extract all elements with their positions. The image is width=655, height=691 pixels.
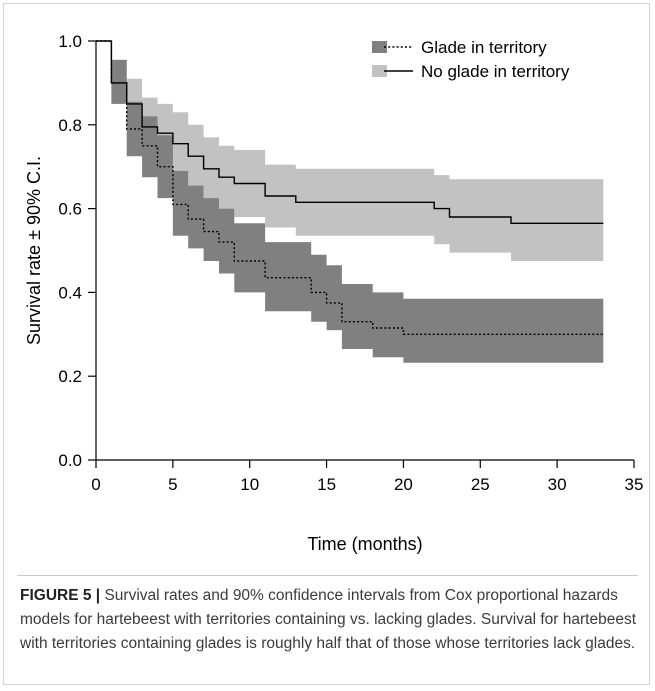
y-axis-label: Survival rate ± 90% C.I. <box>24 156 44 345</box>
legend-swatch-glade <box>372 41 387 53</box>
legend-swatch-no-glade <box>372 65 387 77</box>
legend: Glade in territory No glade in territory <box>372 38 570 81</box>
y-tick-label: 0.8 <box>58 116 82 135</box>
x-axis-label: Time (months) <box>307 534 422 554</box>
y-tick-label: 0.6 <box>58 200 82 219</box>
x-tick-label: 5 <box>168 475 177 494</box>
x-tick-label: 15 <box>317 475 336 494</box>
survival-lines <box>96 40 604 335</box>
x-tick-label: 20 <box>394 475 413 494</box>
x-tick-label: 35 <box>625 475 644 494</box>
figure-label: FIGURE 5 | <box>20 587 101 604</box>
axes: 0 5 10 15 20 25 30 35 0.0 0.2 0.4 0.6 0.8 1.0 <box>58 32 643 494</box>
survival-chart: 0 5 10 15 20 25 30 35 0.0 0.2 0.4 0.6 0.8 1.0 Glade i… <box>24 32 643 554</box>
figure-frame <box>3 3 650 685</box>
x-tick-label: 0 <box>91 475 100 494</box>
confidence-band-glade <box>96 41 604 363</box>
figure-caption: FIGURE 5 | Survival rates and 90% confid… <box>20 584 638 656</box>
confidence-band-no-glade <box>96 41 604 261</box>
survival-line-no-glade <box>96 40 604 224</box>
legend-label-glade: Glade in territory <box>421 38 547 57</box>
y-tick-label: 1.0 <box>58 32 82 51</box>
x-tick-label: 10 <box>240 475 259 494</box>
confidence-bands <box>96 41 604 363</box>
x-tick-label: 25 <box>471 475 490 494</box>
caption-divider <box>17 575 638 576</box>
x-tick-label: 30 <box>548 475 567 494</box>
y-tick-label: 0.0 <box>58 451 82 470</box>
legend-label-no-glade: No glade in territory <box>421 62 570 81</box>
y-tick-label: 0.4 <box>58 283 82 302</box>
caption-text: Survival rates and 90% confidence interv… <box>20 587 636 652</box>
y-tick-label: 0.2 <box>58 367 82 386</box>
